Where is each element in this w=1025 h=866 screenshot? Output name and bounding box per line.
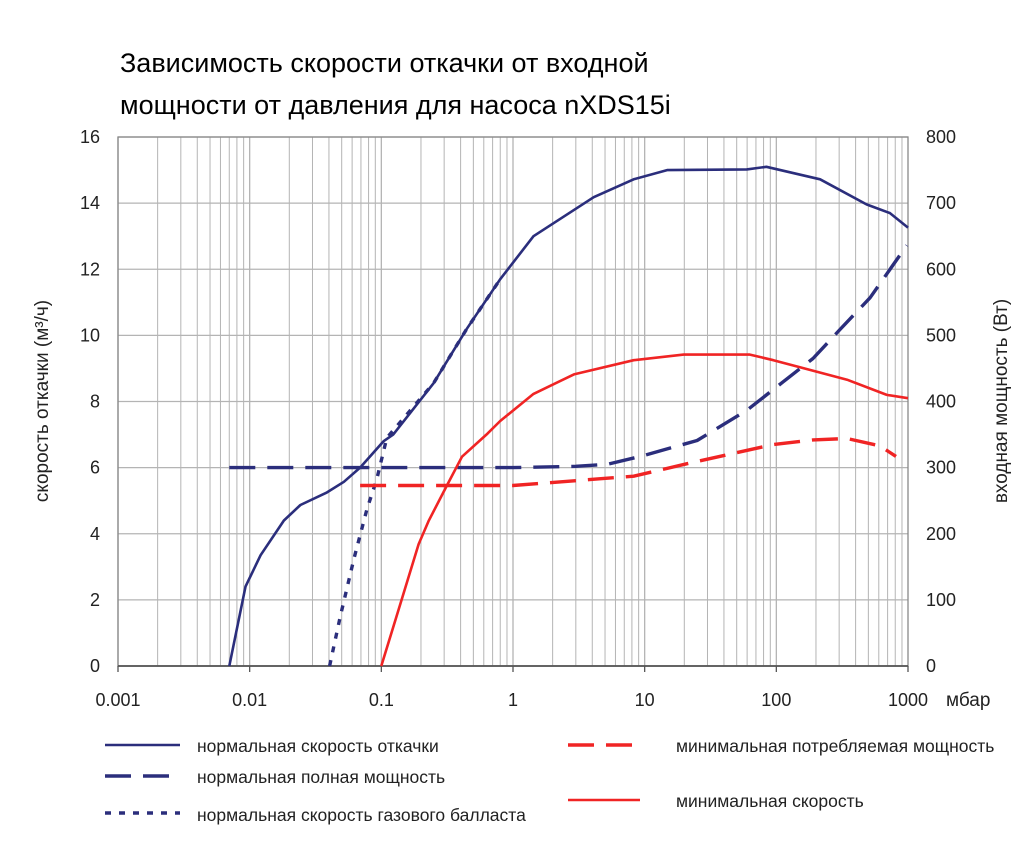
series-lines: [228, 165, 909, 667]
y2-tick-label: 500: [926, 325, 956, 345]
series-line-2: [229, 244, 909, 470]
x-axis-label: мбар: [946, 690, 990, 711]
axes: 0.001 0.01 0.1 1 10 100 1000 0 2 4 6 8 10 12 14 16 0 100 2…: [80, 127, 956, 710]
y2-tick-label: 100: [926, 590, 956, 610]
series-line-5: [380, 353, 909, 667]
y-tick-label: 10: [80, 325, 100, 345]
x-tick-label: 10: [635, 690, 655, 710]
y2-tick-label: 800: [926, 127, 956, 147]
series-line-4: [360, 436, 897, 488]
legend-label-normal-speed: нормальная скорость откачки: [197, 736, 439, 756]
y-tick-label: 12: [80, 259, 100, 279]
y2-tick-label: 700: [926, 193, 956, 213]
y-tick-label: 4: [90, 524, 100, 544]
chart-title-line-2: мощности от давления для насоса nXDS15i: [120, 90, 671, 120]
y-tick-label: 2: [90, 590, 100, 610]
x-tick-label: 100: [761, 690, 791, 710]
y-tick-label: 16: [80, 127, 100, 147]
series-line-3: [327, 278, 502, 667]
y2-axis-label: входная мощность (Вт): [991, 299, 1012, 503]
legend-label-gas-ballast: нормальная скорость газового балласта: [197, 805, 526, 825]
y-tick-label: 8: [90, 392, 100, 412]
grid: [117, 136, 908, 667]
x-tick-label: 0.1: [369, 690, 394, 710]
y2-tick-label: 300: [926, 458, 956, 478]
series-line-1: [228, 165, 909, 667]
x-tick-label: 0.001: [95, 690, 140, 710]
y2-tick-label: 600: [926, 259, 956, 279]
legend-label-normal-power: нормальная полная мощность: [197, 767, 446, 787]
legend-label-min-power: минимальная потребляемая мощность: [676, 736, 995, 756]
x-tick-label: 1000: [888, 690, 928, 710]
x-tick-label: 0.01: [232, 690, 267, 710]
y2-tick-label: 400: [926, 392, 956, 412]
chart-title: Зависимость скорости откачки от входной …: [120, 42, 880, 126]
y-tick-label: 14: [80, 193, 100, 213]
y2-tick-label: 0: [926, 656, 936, 676]
y-axis-label: скорость откачки (м³/ч): [32, 300, 53, 502]
chart-title-line-1: Зависимость скорости откачки от входной: [120, 48, 649, 78]
legend-label-min-speed: минимальная скорость: [676, 791, 864, 811]
y-tick-label: 6: [90, 458, 100, 478]
legend: [105, 743, 640, 815]
y-tick-label: 0: [90, 656, 100, 676]
y2-tick-label: 200: [926, 524, 956, 544]
x-tick-label: 1: [508, 690, 518, 710]
